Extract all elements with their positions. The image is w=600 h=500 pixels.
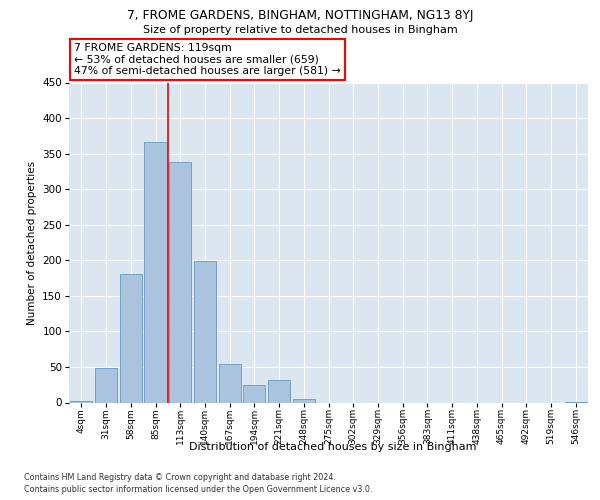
Bar (268, 380, 290, 402)
Text: 7, FROME GARDENS, BINGHAM, NOTTINGHAM, NG13 8YJ: 7, FROME GARDENS, BINGHAM, NOTTINGHAM, N… (127, 9, 473, 22)
Text: Size of property relative to detached houses in Bingham: Size of property relative to detached ho… (143, 25, 457, 35)
Text: Contains public sector information licensed under the Open Government Licence v3: Contains public sector information licen… (24, 485, 373, 494)
Text: 7 FROME GARDENS: 119sqm
← 53% of detached houses are smaller (659)
47% of semi-d: 7 FROME GARDENS: 119sqm ← 53% of detache… (74, 43, 341, 76)
Bar (194, 261, 216, 402)
Y-axis label: Number of detached properties: Number of detached properties (27, 160, 37, 324)
Bar (218, 364, 241, 403)
Bar (70, 401, 92, 402)
Text: Distribution of detached houses by size in Bingham: Distribution of detached houses by size … (189, 442, 477, 452)
Bar (95, 368, 117, 402)
Bar (145, 142, 167, 402)
Bar (169, 162, 191, 402)
Bar (243, 384, 265, 402)
Bar (293, 399, 315, 402)
Bar (119, 274, 142, 402)
Text: Contains HM Land Registry data © Crown copyright and database right 2024.: Contains HM Land Registry data © Crown c… (24, 472, 336, 482)
